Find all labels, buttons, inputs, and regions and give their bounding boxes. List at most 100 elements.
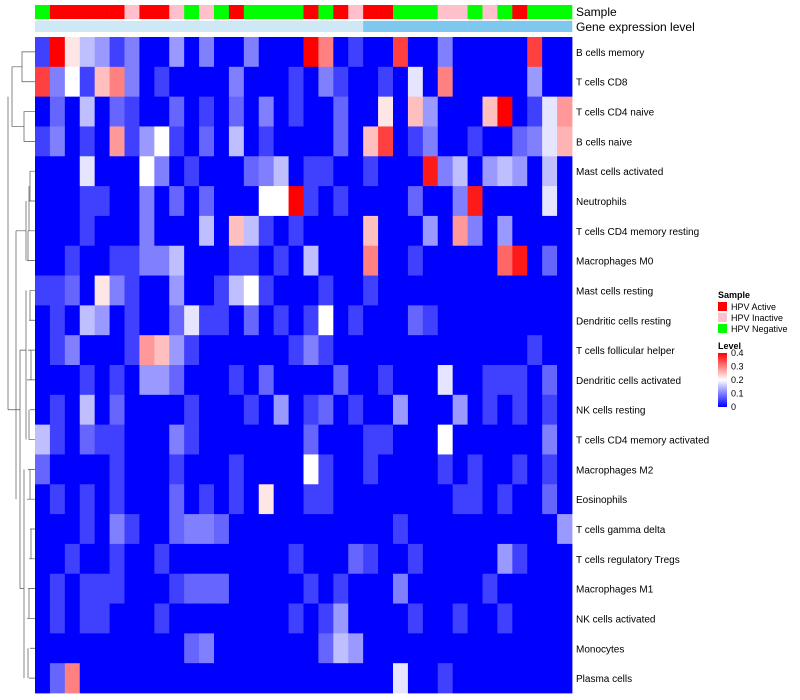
heatmap-cell: [333, 365, 349, 396]
heatmap-cell: [318, 305, 334, 336]
heatmap-cell: [79, 215, 96, 247]
heatmap-cell: [542, 96, 558, 127]
heatmap-cell: [288, 96, 304, 127]
heatmap-cell: [154, 215, 170, 247]
heatmap-cell: [303, 484, 319, 515]
heatmap-cell: [378, 424, 394, 455]
heatmap-cell: [333, 335, 349, 366]
level-legend-title: Level: [718, 341, 741, 351]
heatmap-cell: [422, 603, 439, 634]
heatmap-cell: [64, 186, 81, 217]
heatmap-cell: [109, 37, 125, 68]
heatmap-cell: [79, 633, 96, 664]
gene-track-cell: [64, 21, 81, 32]
heatmap-cell: [228, 454, 245, 485]
heatmap-cell: [452, 186, 468, 217]
heatmap-cell: [228, 663, 245, 694]
heatmap-cell: [124, 365, 140, 396]
heatmap-cell: [79, 454, 96, 485]
heatmap-cell: [35, 394, 51, 426]
heatmap-cell: [169, 424, 185, 455]
heatmap-cell: [303, 633, 319, 664]
heatmap-cell: [94, 394, 110, 426]
row-label: B cells memory: [576, 48, 644, 59]
heatmap-cell: [109, 394, 125, 426]
heatmap-cell: [199, 96, 215, 127]
heatmap-cell: [94, 335, 110, 366]
row-label: Dendritic cells resting: [576, 316, 671, 327]
heatmap-cell: [557, 454, 573, 485]
heatmap-cell: [94, 424, 110, 455]
heatmap-cell: [79, 424, 96, 455]
heatmap-cell: [273, 37, 289, 68]
heatmap-cell: [228, 633, 245, 664]
heatmap-cell: [378, 573, 394, 604]
heatmap-cell: [497, 156, 513, 187]
heatmap-cell: [482, 215, 498, 247]
heatmap-cell: [199, 66, 215, 98]
heatmap-cell: [64, 454, 81, 485]
heatmap-cell: [482, 454, 498, 485]
heatmap-cell: [333, 275, 349, 306]
heatmap-cell: [124, 663, 140, 694]
heatmap-cell: [393, 37, 409, 68]
heatmap-cell: [288, 66, 304, 98]
heatmap-cell: [557, 484, 573, 515]
heatmap-cell: [35, 215, 51, 247]
row-label: NK cells activated: [576, 614, 655, 625]
heatmap-cell: [64, 394, 81, 426]
heatmap-cell: [79, 156, 96, 187]
heatmap-cell: [452, 543, 468, 575]
gene-track-cell: [214, 21, 230, 32]
row-label: B cells naive: [576, 137, 633, 148]
heatmap-cell: [422, 394, 439, 426]
gene-track-cell: [109, 21, 125, 32]
heatmap-cell: [542, 573, 558, 604]
row-label: Eosinophils: [576, 495, 627, 506]
sample-track-label: Sample: [576, 5, 617, 19]
sample-annotation-cell: [348, 5, 364, 19]
heatmap-cell: [557, 37, 573, 68]
heatmap-cell: [169, 484, 185, 515]
heatmap-cell: [348, 96, 364, 127]
heatmap-cell: [348, 424, 364, 455]
heatmap-cell: [407, 215, 424, 247]
heatmap-cell: [154, 454, 170, 485]
heatmap-cell: [363, 96, 379, 127]
heatmap-cell: [393, 156, 409, 187]
heatmap-cell: [258, 66, 275, 98]
heatmap-cell: [333, 37, 349, 68]
heatmap-cell: [169, 663, 185, 694]
heatmap-cell: [512, 663, 528, 694]
row-label: Macrophages M1: [576, 585, 654, 596]
heatmap-cell: [452, 275, 468, 306]
gene-track-label: Gene expression level: [576, 20, 695, 34]
heatmap-cell: [557, 394, 573, 426]
heatmap-cell: [333, 96, 349, 127]
sample-annotation-cell: [139, 5, 155, 19]
heatmap-cell: [452, 66, 468, 98]
row-label: Macrophages M0: [576, 257, 654, 268]
heatmap-cell: [482, 66, 498, 98]
heatmap-cell: [154, 186, 170, 217]
heatmap-cell: [422, 424, 439, 455]
heatmap-cell: [318, 573, 334, 604]
heatmap-cell: [154, 96, 170, 127]
heatmap-cell: [139, 573, 155, 604]
sample-annotation-cell: [378, 5, 394, 19]
heatmap-cell: [378, 305, 394, 336]
heatmap-cell: [303, 275, 319, 306]
heatmap-cell: [527, 156, 543, 187]
heatmap-cell: [303, 424, 319, 455]
heatmap-cell: [318, 156, 334, 187]
heatmap-cell: [422, 663, 439, 694]
heatmap-cell: [214, 573, 230, 604]
heatmap-cell: [363, 215, 379, 247]
heatmap-cell: [557, 335, 573, 366]
heatmap-cell: [94, 484, 110, 515]
heatmap-cell: [437, 663, 454, 694]
heatmap-cell: [422, 245, 439, 276]
heatmap-cell: [64, 424, 81, 455]
heatmap-cell: [154, 633, 170, 664]
heatmap-cell: [527, 126, 543, 157]
